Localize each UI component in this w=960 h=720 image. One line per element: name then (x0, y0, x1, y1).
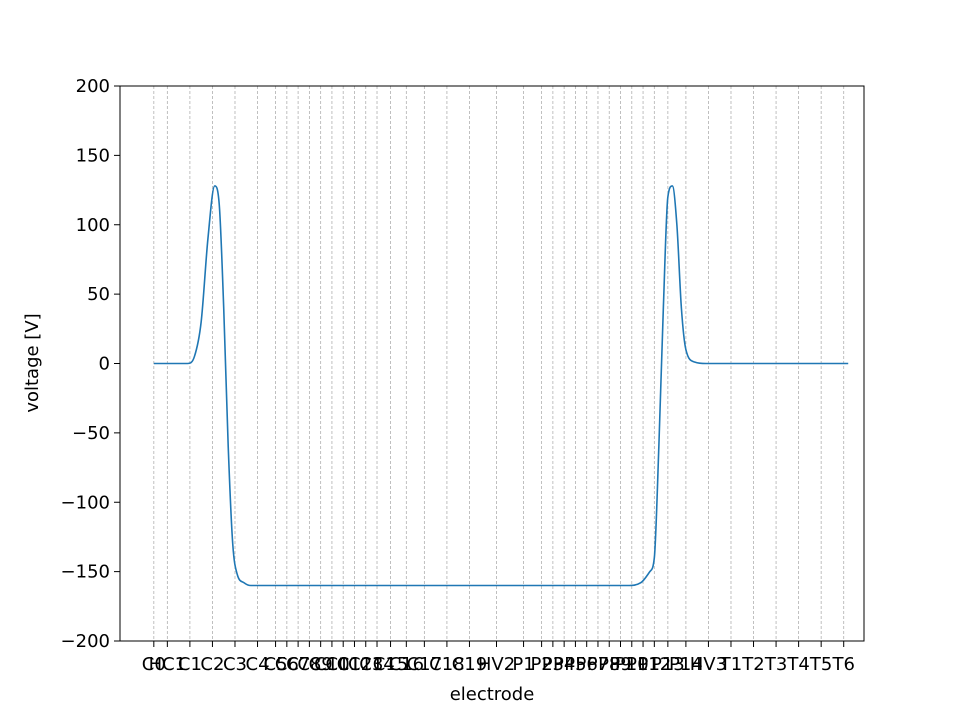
x-tick-label: C2 (200, 654, 224, 675)
x-tick-label: C0 (142, 654, 166, 675)
x-tick-label: C8 (297, 654, 321, 675)
x-tick-label: P1 (512, 654, 534, 675)
x-tick-label: HV2 (478, 654, 515, 675)
x-tick-label: P14 (669, 654, 703, 675)
x-tick-label: P2 (530, 654, 552, 675)
x-tick-label: HV3 (690, 654, 727, 675)
x-axis-title: electrode (450, 684, 535, 705)
x-tick-label: P9 (609, 654, 631, 675)
x-tick-label: C12 (337, 654, 372, 675)
x-tick-label: C19 (452, 654, 487, 675)
x-tick-label: P12 (637, 654, 671, 675)
x-tick-label: C18 (429, 654, 464, 675)
y-tick-label: 0 (99, 354, 110, 375)
y-axis-title: voltage [V] (22, 313, 43, 412)
x-tick-label: P6 (576, 654, 598, 675)
y-tick-label: −50 (72, 423, 110, 444)
x-tick-label: C16 (389, 654, 424, 675)
x-tick-label: P4 (553, 654, 575, 675)
y-tick-label: 150 (76, 145, 110, 166)
x-tick-label: T5 (809, 654, 832, 675)
x-tick-label: C6 (275, 654, 299, 675)
x-tick-label: P8 (598, 654, 620, 675)
x-tick-label: C11 (325, 654, 360, 675)
x-tick-label: T3 (764, 654, 787, 675)
x-tick-label: C3 (223, 654, 247, 675)
x-tick-label: T4 (786, 654, 809, 675)
x-tick-label: C1 (178, 654, 202, 675)
plot-area (153, 185, 849, 587)
x-tick-label: T2 (741, 654, 764, 675)
x-tick-label: C14 (359, 654, 394, 675)
y-tick-label: −200 (61, 631, 110, 652)
voltage-series-line (153, 185, 849, 587)
x-tick-label: C10 (314, 654, 349, 675)
x-tick-label: C5 (264, 654, 288, 675)
x-tick-label: HC1 (149, 654, 187, 675)
x-tick-label: P13 (651, 654, 685, 675)
x-tick-label: P5 (564, 654, 586, 675)
grid-lines (153, 86, 845, 641)
x-tick-label: T1 (719, 654, 742, 675)
x-tick-label: C7 (286, 654, 310, 675)
x-tick-label: C17 (407, 654, 442, 675)
x-tick-label: T6 (831, 654, 854, 675)
x-tick-label: P10 (615, 654, 649, 675)
y-tick-label: −150 (61, 562, 110, 583)
y-axis: −200 −150 −100 −50 0 50 100 150 200 (61, 76, 120, 652)
x-tick-label: C15 (373, 654, 408, 675)
y-tick-label: 200 (76, 76, 110, 97)
x-axis: C0HC1C1C2C3C4C5C6C7C8C9C10C11C12C13C14C1… (142, 641, 855, 675)
x-tick-label: C4 (246, 654, 270, 675)
x-tick-label: C13 (348, 654, 383, 675)
x-tick-label: P7 (587, 654, 609, 675)
x-tick-label: P3 (542, 654, 564, 675)
x-tick-label: P11 (626, 654, 660, 675)
y-tick-label: 100 (76, 215, 110, 236)
y-tick-label: −100 (61, 492, 110, 513)
y-tick-label: 50 (87, 284, 110, 305)
x-tick-label: C9 (309, 654, 333, 675)
